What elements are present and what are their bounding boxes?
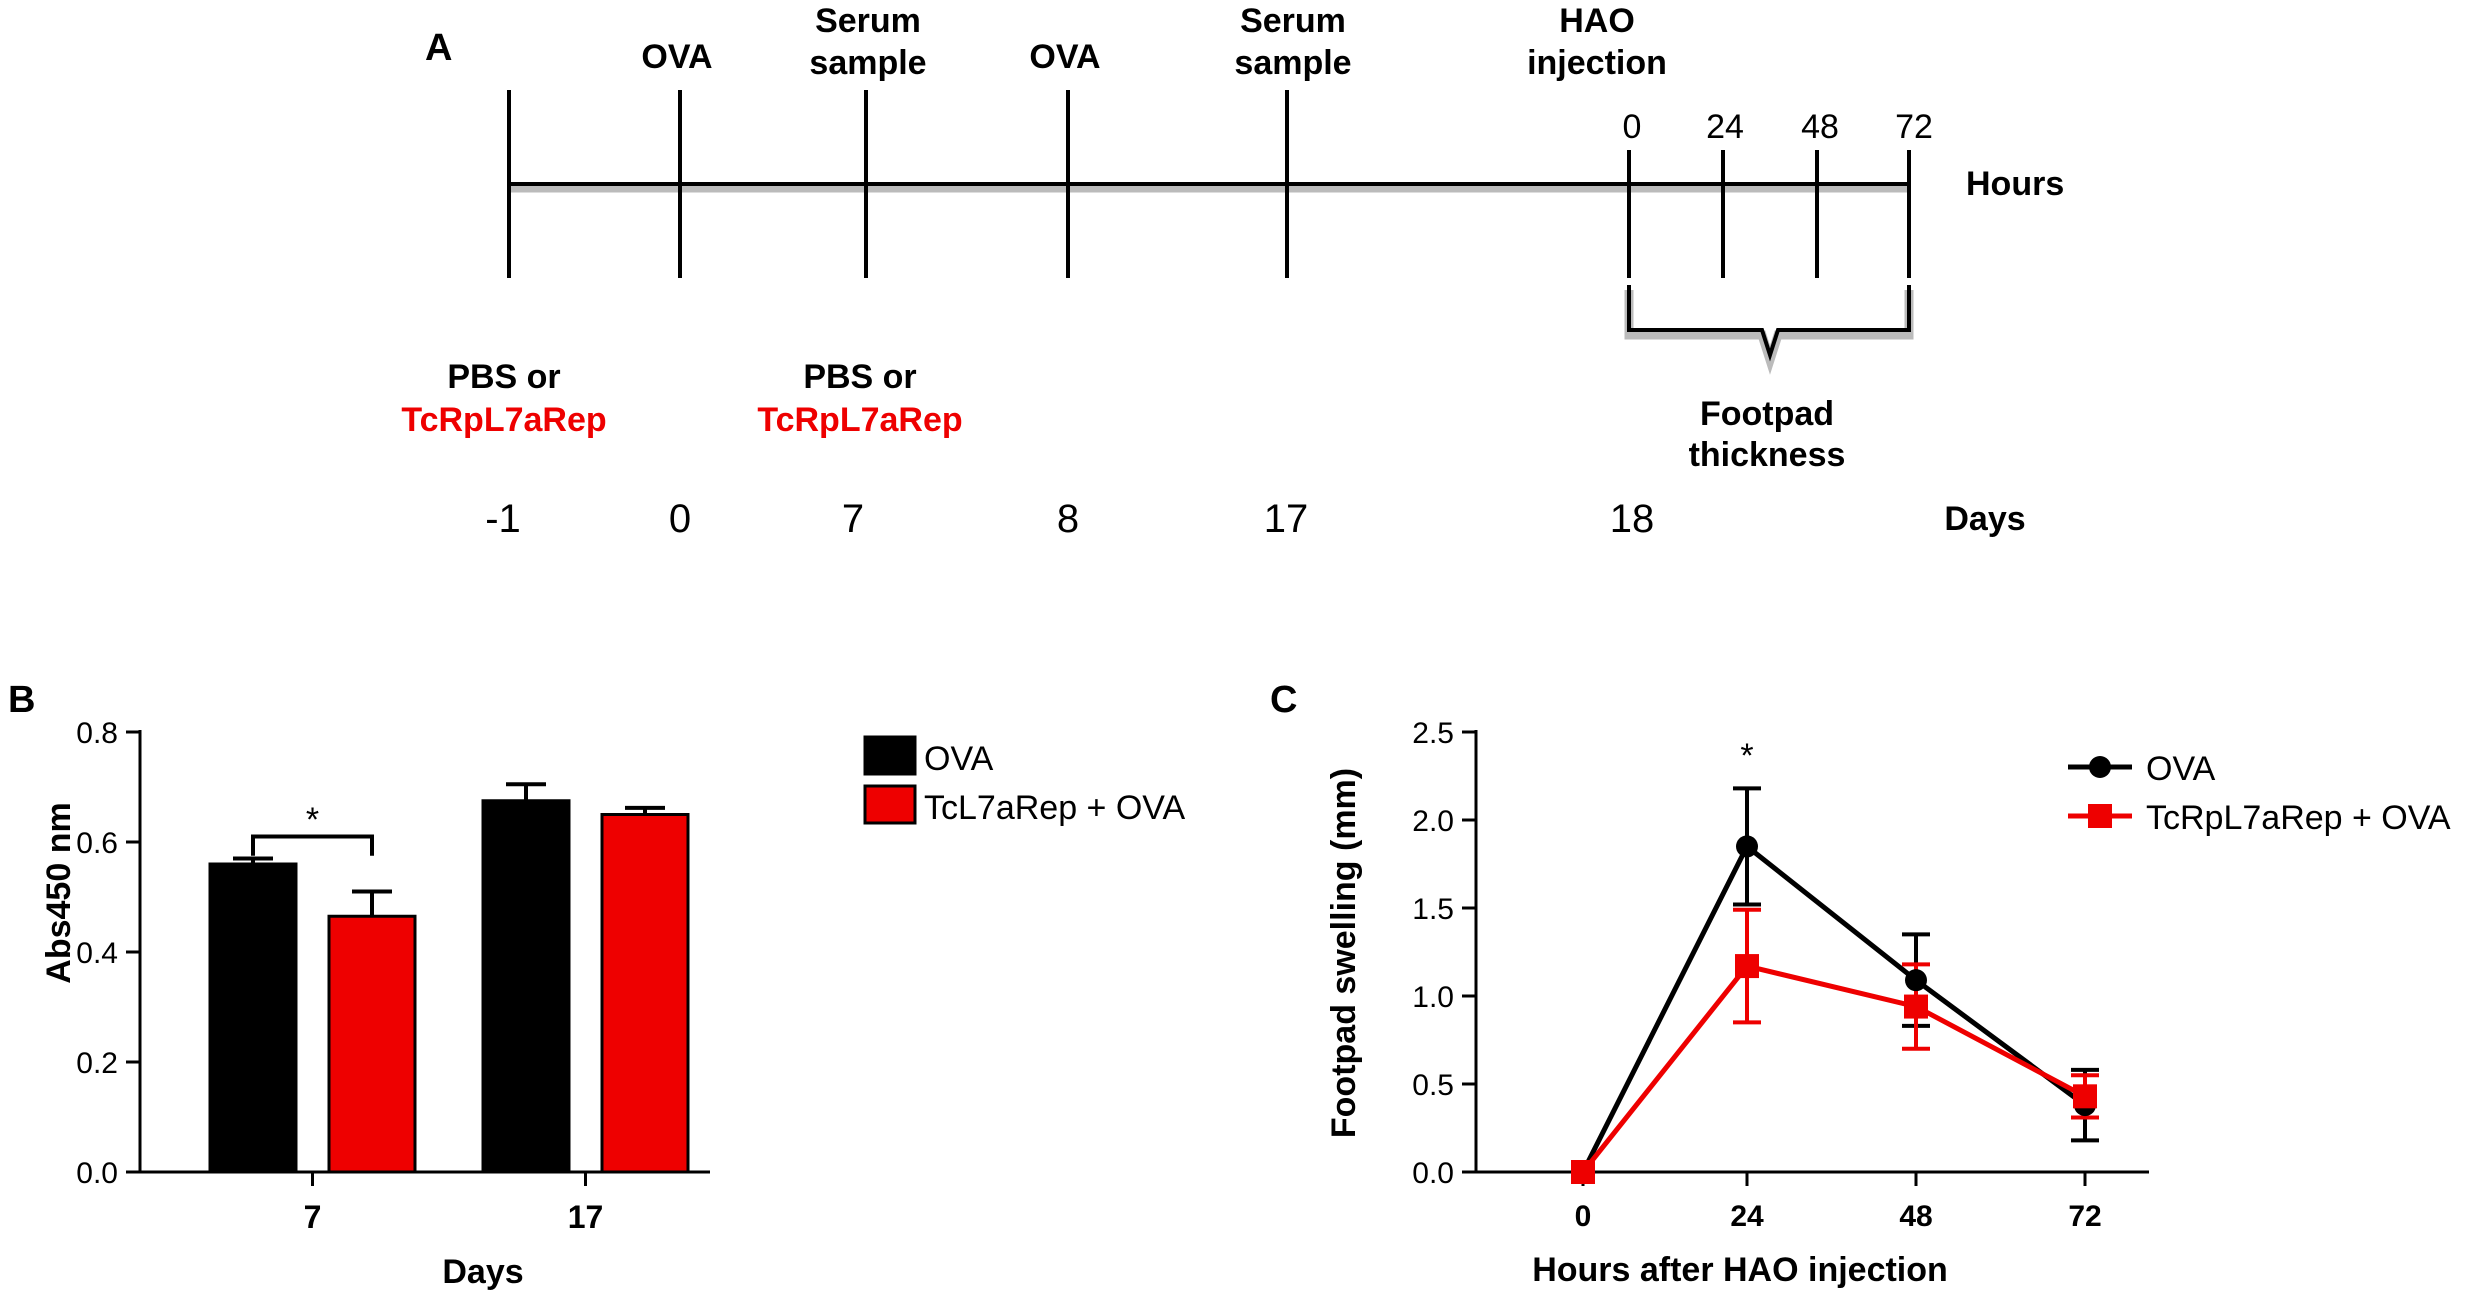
panel-a-label: A <box>425 27 452 69</box>
footpad-brace <box>1627 285 1911 362</box>
serum-label-day7-line2: sample <box>809 44 926 82</box>
chart-c-point-1-0 <box>1571 1160 1595 1184</box>
chart-b-ytick-label-2: 0.4 <box>76 937 118 970</box>
day-label-8: 8 <box>1057 497 1079 541</box>
ova-label-day8: OVA <box>1029 38 1100 76</box>
treatment-2-line1: PBS or <box>803 358 916 396</box>
chart-b-ytick-label-0: 0.0 <box>76 1157 118 1190</box>
day-label-0: 0 <box>669 497 691 541</box>
serum-label-day17-line2: sample <box>1234 44 1351 82</box>
footpad-label-line1: Footpad <box>1700 395 1834 433</box>
treatment-2-line2: TcRpL7aRep <box>757 401 962 439</box>
day-label-17: 17 <box>1264 497 1309 541</box>
chart-c-legend-marker-1 <box>2088 804 2112 828</box>
chart-c-ytick-label-0: 0.0 <box>1412 1157 1454 1190</box>
chart-b-xtick-label-0: 7 <box>304 1199 322 1235</box>
hour-tick-label-48: 48 <box>1801 108 1839 146</box>
chart-b-ytick-label-1: 0.2 <box>76 1047 118 1080</box>
day-label-18: 18 <box>1610 497 1655 541</box>
chart-c-point-1-3 <box>2073 1084 2097 1109</box>
chart-c-point-0-1 <box>1736 835 1758 858</box>
treatment-1-line1: PBS or <box>447 358 560 396</box>
chart-b-bar-1-1 <box>600 813 690 1174</box>
ova-label-day0: OVA <box>641 38 712 76</box>
hour-tick-label-0: 0 <box>1623 108 1642 146</box>
chart-b-xtick-label-1: 17 <box>568 1199 604 1235</box>
chart-b-ytick-label-3: 0.6 <box>76 827 118 860</box>
day-label-7: 7 <box>842 497 864 541</box>
footpad-label-line2: thickness <box>1689 436 1846 474</box>
chart-b-legend-swatch-0 <box>863 735 917 776</box>
chart-c-xtick-label-2: 48 <box>1899 1200 1932 1233</box>
chart-c-ytick-label-1: 0.5 <box>1412 1069 1454 1102</box>
chart-c-ylabel: Footpad swelling (mm) <box>1325 768 1363 1138</box>
treatment-1-line2: TcRpL7aRep <box>401 401 606 439</box>
chart-b-bar-1-0 <box>327 914 417 1174</box>
chart-c-point-1-2 <box>1904 994 1928 1019</box>
panel-a: A OVA Serum sample OVA Serum sample HAO … <box>401 2 2064 541</box>
panel-c: C Footpad swelling (mm) Hours after HAO … <box>1270 679 2451 1289</box>
hour-tick-label-72: 72 <box>1895 108 1933 146</box>
chart-c-line-0 <box>1580 842 2087 1174</box>
chart-c-ytick-label-5: 2.5 <box>1412 717 1454 750</box>
panel-c-label: C <box>1270 679 1297 721</box>
chart-b-bar-0-1 <box>481 799 571 1174</box>
chart-c-point-1-1 <box>1735 954 1759 979</box>
chart-b-legend-label-0: OVA <box>924 740 994 778</box>
chart-c-legend-label-0: OVA <box>2146 750 2216 788</box>
hao-label-line1: HAO <box>1559 2 1635 40</box>
days-label: Days <box>1944 500 2025 538</box>
chart-b-bar-0-0 <box>208 862 298 1174</box>
chart-b-legend-swatch-1 <box>863 784 917 825</box>
panel-b: B Abs450 nm Days OVA TcL7aRep + OVA 0.0 0… <box>8 679 1185 1291</box>
chart-b-significance-bracket <box>251 834 374 856</box>
chart-c-xlabel: Hours after HAO injection <box>1532 1251 1948 1289</box>
panel-b-label: B <box>8 679 35 721</box>
chart-b-annotation-star: * <box>306 801 319 839</box>
chart-c-annotation-star: * <box>1740 737 1753 775</box>
chart-b-ylabel: Abs450 nm <box>40 802 78 983</box>
serum-label-day17-line1: Serum <box>1240 2 1346 40</box>
chart-c-ytick-label-3: 1.5 <box>1412 893 1454 926</box>
chart-b-legend-label-1: TcL7aRep + OVA <box>924 789 1185 827</box>
chart-c-line-1 <box>1581 963 2087 1174</box>
chart-c-ytick-label-4: 2.0 <box>1412 805 1454 838</box>
hour-tick-label-24: 24 <box>1706 108 1744 146</box>
hours-label: Hours <box>1966 165 2064 203</box>
chart-b-ytick-label-4: 0.8 <box>76 717 118 750</box>
chart-c-xtick-label-1: 24 <box>1730 1200 1764 1233</box>
day-label-minus1: -1 <box>485 497 521 541</box>
serum-label-day7-line1: Serum <box>815 2 921 40</box>
chart-c-point-0-2 <box>1905 969 1927 992</box>
chart-b-xlabel: Days <box>442 1253 523 1291</box>
chart-c-ytick-label-2: 1.0 <box>1412 981 1454 1014</box>
hao-label-line2: injection <box>1527 44 1667 82</box>
chart-c-legend-marker-0 <box>2089 756 2111 778</box>
chart-c-xtick-label-0: 0 <box>1575 1200 1592 1233</box>
chart-c-legend-label-1: TcRpL7aRep + OVA <box>2146 799 2451 837</box>
chart-c-xtick-label-3: 72 <box>2068 1200 2101 1233</box>
